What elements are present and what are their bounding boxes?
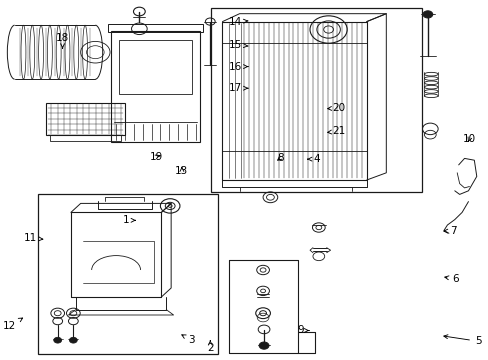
- Bar: [111, 31, 199, 142]
- Text: 6: 6: [444, 274, 458, 284]
- Text: 12: 12: [3, 318, 22, 331]
- Circle shape: [69, 337, 77, 343]
- Bar: [50, 135, 121, 141]
- Bar: [211, 8, 421, 192]
- Text: 20: 20: [327, 103, 344, 113]
- Text: 2: 2: [206, 341, 213, 354]
- Text: 15: 15: [228, 40, 247, 50]
- Text: 9: 9: [296, 325, 308, 336]
- Bar: [38, 194, 217, 354]
- Text: 19: 19: [149, 152, 163, 162]
- Text: 5: 5: [443, 335, 481, 346]
- Text: 7: 7: [443, 226, 456, 236]
- Bar: [119, 40, 192, 94]
- Text: 4: 4: [307, 154, 320, 164]
- Text: 1: 1: [122, 215, 135, 225]
- Circle shape: [422, 11, 432, 18]
- Circle shape: [259, 342, 268, 349]
- Text: 11: 11: [23, 233, 43, 243]
- Circle shape: [54, 337, 61, 343]
- Bar: [46, 103, 124, 135]
- Text: 8: 8: [277, 153, 284, 163]
- Bar: [107, 24, 203, 32]
- Text: 18: 18: [56, 33, 69, 48]
- Text: 10: 10: [462, 134, 475, 144]
- Text: 14: 14: [228, 17, 247, 27]
- Text: 3: 3: [182, 335, 195, 345]
- Text: 13: 13: [175, 166, 188, 176]
- Text: 17: 17: [228, 83, 247, 93]
- Text: 21: 21: [327, 126, 345, 136]
- Text: 16: 16: [228, 62, 247, 72]
